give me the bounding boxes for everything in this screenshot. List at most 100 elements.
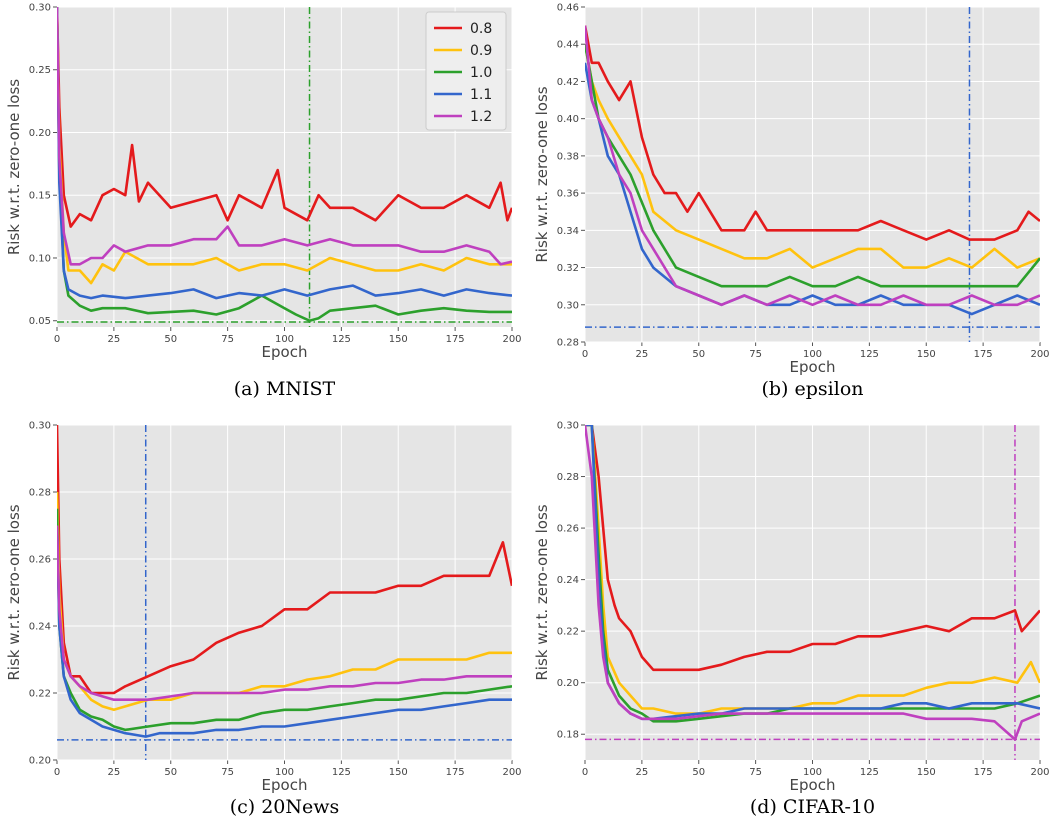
x-tick-label: 150 bbox=[389, 334, 408, 345]
x-tick-label: 200 bbox=[1030, 349, 1049, 360]
x-tick-label: 100 bbox=[803, 767, 822, 778]
y-tick-label: 0.20 bbox=[29, 128, 51, 139]
x-tick-label: 50 bbox=[692, 767, 705, 778]
chart-panel-2: 0 25 50 75 100 125 150 175 200 0.28 0.30 0.32 0.34 0.… bbox=[533, 3, 1050, 401]
x-axis-label: Epoch bbox=[262, 343, 308, 361]
y-tick-label: 0.42 bbox=[557, 77, 579, 88]
x-tick-label: 50 bbox=[164, 334, 177, 345]
legend-label: 0.9 bbox=[470, 43, 492, 59]
y-tick-label: 0.28 bbox=[557, 338, 579, 349]
x-tick-label: 75 bbox=[749, 349, 762, 360]
panel-caption: (b) epsilon bbox=[761, 378, 863, 400]
x-tick-label: 175 bbox=[446, 767, 465, 778]
x-tick-label: 200 bbox=[502, 767, 521, 778]
legend-label: 0.8 bbox=[470, 21, 492, 37]
y-tick-label: 0.32 bbox=[557, 263, 579, 274]
legend-box bbox=[425, 11, 507, 131]
panel-caption: (a) MNIST bbox=[234, 378, 336, 400]
panel-caption: (c) 20News bbox=[230, 796, 340, 818]
x-tick-label: 0 bbox=[582, 767, 588, 778]
legend-label: 1.2 bbox=[470, 109, 492, 125]
y-tick-label: 0.30 bbox=[557, 300, 579, 311]
x-tick-label: 200 bbox=[502, 334, 521, 345]
y-tick-label: 0.20 bbox=[29, 756, 51, 767]
y-tick-label: 0.22 bbox=[29, 689, 51, 700]
y-axis-label: Risk w.r.t. zero-one loss bbox=[5, 504, 23, 680]
x-tick-label: 125 bbox=[860, 349, 879, 360]
y-tick-label: 0.24 bbox=[557, 575, 579, 586]
x-tick-label: 125 bbox=[860, 767, 879, 778]
y-tick-label: 0.30 bbox=[29, 3, 51, 14]
y-tick-label: 0.28 bbox=[557, 472, 579, 483]
y-tick-label: 0.25 bbox=[29, 65, 51, 76]
y-tick-label: 0.40 bbox=[557, 114, 579, 125]
y-tick-label: 0.30 bbox=[29, 421, 51, 432]
series-line-1.2 bbox=[57, 7, 512, 266]
y-tick-label: 0.38 bbox=[557, 151, 579, 162]
x-tick-label: 100 bbox=[275, 767, 294, 778]
series-line-0.9 bbox=[57, 7, 512, 285]
chart-panel-4: 0 25 50 75 100 125 150 175 200 0.18 0.20 0.22 0.24 0.… bbox=[533, 421, 1050, 819]
x-tick-label: 50 bbox=[692, 349, 705, 360]
y-tick-label: 0.34 bbox=[557, 226, 579, 237]
legend: 0.8 0.9 1.0 1.1 1.2 bbox=[425, 11, 507, 131]
y-tick-label: 0.26 bbox=[29, 555, 51, 566]
y-tick-label: 0.20 bbox=[557, 678, 579, 689]
x-tick-label: 25 bbox=[108, 767, 121, 778]
series-line-1.2 bbox=[585, 25, 1040, 307]
x-tick-label: 0 bbox=[54, 334, 60, 345]
y-tick-label: 0.18 bbox=[557, 730, 579, 741]
legend-label: 1.1 bbox=[470, 87, 492, 103]
y-axis-label: Risk w.r.t. zero-one loss bbox=[533, 504, 551, 680]
x-tick-label: 25 bbox=[108, 334, 121, 345]
series-line-0.9 bbox=[585, 43, 1040, 269]
x-tick-label: 100 bbox=[803, 349, 822, 360]
series-line-1.0 bbox=[57, 508, 512, 732]
x-tick-label: 75 bbox=[221, 334, 234, 345]
y-tick-label: 0.22 bbox=[557, 627, 579, 638]
y-tick-label: 0.36 bbox=[557, 189, 579, 200]
series-line-1.2 bbox=[585, 425, 1040, 741]
x-tick-label: 0 bbox=[54, 767, 60, 778]
x-tick-label: 50 bbox=[164, 767, 177, 778]
x-tick-label: 125 bbox=[332, 767, 351, 778]
legend-label: 1.0 bbox=[470, 65, 492, 81]
series-group bbox=[57, 425, 512, 738]
y-tick-label: 0.46 bbox=[557, 3, 579, 14]
series-group bbox=[585, 425, 1040, 741]
series-line-1.1 bbox=[57, 7, 512, 300]
x-tick-label: 175 bbox=[974, 349, 993, 360]
y-tick-label: 0.26 bbox=[557, 524, 579, 535]
series-line-0.8 bbox=[585, 425, 1040, 672]
x-tick-label: 75 bbox=[221, 767, 234, 778]
x-axis-label: Epoch bbox=[790, 358, 836, 376]
y-tick-label: 0.24 bbox=[29, 622, 51, 633]
y-tick-label: 0.44 bbox=[557, 40, 579, 51]
y-tick-label: 0.05 bbox=[29, 316, 51, 327]
series-group bbox=[585, 25, 1040, 316]
x-tick-label: 175 bbox=[446, 334, 465, 345]
chart-panel-1: 0 25 50 75 100 125 150 175 200 0.05 0.10 0.15 0.20 0.… bbox=[5, 3, 522, 401]
y-axis-label: Risk w.r.t. zero-one loss bbox=[5, 79, 23, 255]
x-tick-label: 100 bbox=[275, 334, 294, 345]
x-axis-label: Epoch bbox=[790, 776, 836, 794]
series-line-0.8 bbox=[57, 7, 512, 228]
panel-caption: (d) CIFAR-10 bbox=[750, 796, 875, 818]
series-line-0.8 bbox=[585, 25, 1040, 241]
y-tick-label: 0.30 bbox=[557, 421, 579, 432]
x-tick-label: 150 bbox=[917, 349, 936, 360]
x-tick-label: 25 bbox=[636, 767, 649, 778]
x-tick-label: 150 bbox=[917, 767, 936, 778]
series-line-0.8 bbox=[57, 425, 512, 695]
series-line-1.1 bbox=[57, 525, 512, 738]
series-line-1.0 bbox=[585, 43, 1040, 288]
x-tick-label: 25 bbox=[636, 349, 649, 360]
y-tick-label: 0.10 bbox=[29, 253, 51, 264]
x-tick-label: 0 bbox=[582, 349, 588, 360]
y-tick-label: 0.28 bbox=[29, 488, 51, 499]
x-axis-label: Epoch bbox=[262, 776, 308, 794]
x-tick-label: 125 bbox=[332, 334, 351, 345]
series-line-1.2 bbox=[57, 525, 512, 701]
x-tick-label: 150 bbox=[389, 767, 408, 778]
